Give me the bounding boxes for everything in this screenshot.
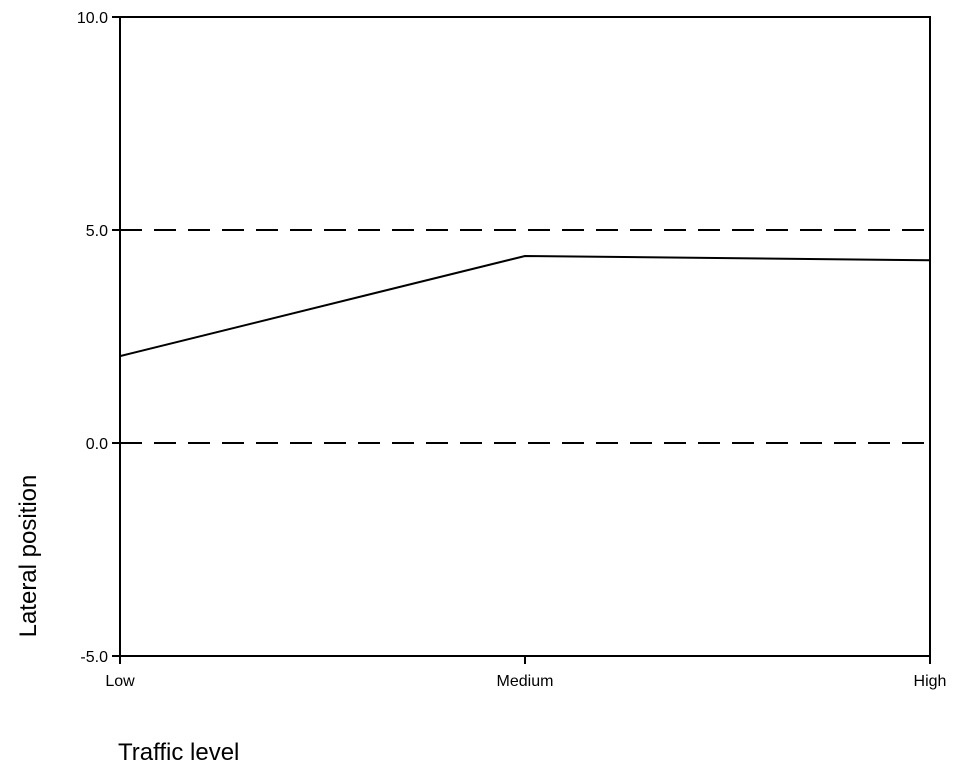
y-axis-ticks: -5.0 0.0 5.0 10.0 xyxy=(77,10,120,666)
data-point xyxy=(524,254,526,257)
data-point xyxy=(119,355,121,358)
reference-lines xyxy=(120,229,930,444)
x-tick-label: Low xyxy=(105,673,135,690)
y-tick-label: 10.0 xyxy=(77,10,108,27)
y-axis-title: Lateral position xyxy=(15,475,42,638)
series-line xyxy=(119,254,931,358)
y-tick-label: 5.0 xyxy=(86,223,108,240)
y-tick-label: -5.0 xyxy=(80,649,108,666)
y-tick-label: 0.0 xyxy=(86,436,108,453)
x-tick-label: High xyxy=(914,673,947,690)
series-group xyxy=(119,254,931,358)
x-axis-ticks: Low Medium High xyxy=(105,656,946,690)
x-tick-label: Medium xyxy=(497,673,554,690)
plot-frame xyxy=(119,16,931,657)
x-axis-title: Traffic level xyxy=(118,739,239,766)
data-point xyxy=(929,259,931,262)
